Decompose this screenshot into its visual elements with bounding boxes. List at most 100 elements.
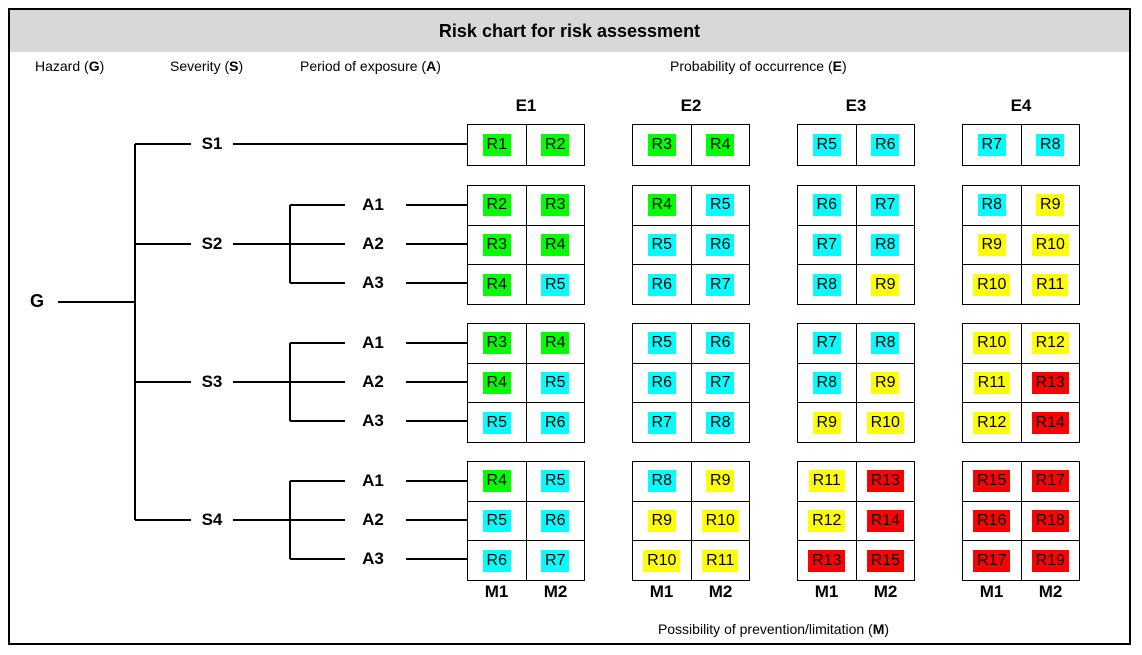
risk-block-row: R7 R8	[798, 324, 914, 363]
risk-cell: R12	[798, 502, 856, 541]
risk-cell: R2	[525, 125, 585, 165]
exposure-to-block-line	[406, 281, 467, 284]
severity-label: S3	[201, 371, 223, 391]
risk-block: R4 R5 R5 R6 R6 R7	[467, 461, 585, 581]
risk-value-chip: R8	[871, 234, 900, 256]
severity-branch-line	[135, 242, 191, 245]
risk-cell: R8	[855, 324, 915, 363]
m-label: M2	[708, 582, 733, 601]
header-severity-close: )	[238, 58, 244, 74]
risk-block-row: R9 R10	[633, 500, 750, 541]
risk-cell: R9	[690, 462, 750, 501]
risk-value-chip: R9	[871, 372, 900, 394]
risk-block: R5 R6	[797, 124, 915, 166]
exposure-label: A1	[362, 470, 384, 490]
risk-cell: R6	[633, 265, 691, 304]
risk-value-chip: R10	[973, 273, 1011, 296]
risk-block: R11 R13 R12 R14 R13 R15	[797, 461, 915, 581]
risk-cell: R8	[798, 364, 856, 403]
risk-value-chip: R12	[808, 510, 846, 532]
risk-block: R8 R9 R9 R10 R10 R11	[632, 461, 750, 581]
risk-block-row: R8 R9	[798, 362, 914, 403]
risk-cell: R9	[798, 403, 856, 442]
column-header-severity: Severity (S)	[170, 58, 243, 74]
risk-block-row: R17 R19	[963, 540, 1079, 581]
risk-cell: R9	[855, 265, 915, 305]
risk-value-chip: R7	[812, 332, 841, 355]
risk-block-row: R16 R18	[963, 500, 1080, 541]
risk-cell: R6	[855, 125, 915, 165]
risk-value-chip: R6	[812, 194, 841, 217]
risk-cell: R10	[855, 403, 915, 443]
risk-block-row: R10 R11	[633, 540, 749, 581]
header-hazard-text: Hazard (	[35, 58, 89, 74]
risk-cell: R18	[1020, 501, 1080, 541]
risk-value-chip: R17	[973, 549, 1011, 572]
risk-value-chip: R6	[706, 234, 735, 256]
risk-value-chip: R9	[977, 234, 1006, 256]
risk-block: R3 R4	[632, 124, 750, 166]
severity-to-subtrunk-line	[233, 380, 291, 383]
risk-cell: R5	[633, 324, 691, 363]
risk-cell: R3	[525, 186, 585, 225]
risk-value-chip: R8	[647, 470, 676, 493]
risk-cell: R11	[798, 462, 856, 501]
m-column-labels: M1 M2	[467, 582, 585, 602]
severity-label: S1	[201, 133, 223, 153]
risk-value-chip: R6	[647, 273, 676, 296]
risk-value-chip: R7	[871, 194, 900, 217]
risk-cell: R17	[1020, 462, 1080, 501]
risk-cell: R5	[690, 186, 750, 225]
risk-block-row: R4 R5	[468, 264, 584, 305]
risk-cell: R8	[690, 403, 750, 443]
exposure-label: A3	[362, 410, 384, 430]
header-probability-close: )	[841, 58, 847, 74]
risk-value-chip: R12	[1031, 332, 1069, 355]
risk-value-chip: R7	[706, 273, 735, 296]
risk-cell: R15	[963, 462, 1021, 501]
risk-block: R8 R9 R9 R10 R10 R11	[962, 185, 1080, 305]
risk-cell: R7	[798, 226, 856, 265]
severity-to-subtrunk-line	[233, 242, 291, 245]
risk-value-chip: R5	[541, 273, 570, 296]
risk-value-chip: R4	[541, 234, 570, 256]
risk-value-chip: R5	[541, 372, 570, 394]
exposure-to-block-line	[406, 419, 467, 422]
risk-value-chip: R9	[1036, 194, 1065, 217]
risk-cell: R12	[963, 403, 1021, 442]
exposure-to-block-line	[406, 380, 467, 383]
risk-cell: R15	[855, 541, 915, 581]
e-column-header: E4	[1010, 96, 1032, 115]
risk-cell: R5	[525, 462, 585, 501]
m-label: M1	[484, 582, 509, 601]
risk-block-row: R9 R10	[963, 224, 1079, 265]
e-column-header: E2	[680, 96, 702, 115]
risk-value-chip: R17	[1031, 470, 1069, 493]
risk-value-chip: R8	[706, 411, 735, 434]
risk-block: R15 R17 R16 R18 R17 R19	[962, 461, 1080, 581]
risk-block-row: R4 R5	[633, 186, 749, 225]
risk-value-chip: R10	[1031, 234, 1069, 256]
header-exposure-close: )	[436, 58, 441, 74]
exposure-label: A2	[362, 371, 384, 391]
risk-value-chip: R5	[706, 194, 735, 217]
risk-block-row: R6 R7	[633, 362, 749, 403]
risk-block-row: R5 R6	[468, 402, 584, 443]
risk-block-row: R10 R11	[963, 264, 1079, 305]
risk-block-row: R7 R8	[798, 224, 914, 265]
risk-value-chip: R10	[866, 411, 904, 434]
severity-branch-line	[135, 380, 191, 383]
m-column-labels: M1 M2	[797, 582, 915, 602]
risk-value-chip: R18	[1031, 510, 1069, 532]
risk-value-chip: R16	[973, 510, 1011, 532]
risk-value-chip: R2	[482, 194, 511, 217]
risk-block: R6 R7 R7 R8 R8 R9	[797, 185, 915, 305]
risk-value-chip: R15	[973, 470, 1011, 493]
m-column-labels: M1 M2	[962, 582, 1080, 602]
trunk-line	[134, 143, 136, 520]
risk-block-row: R13 R15	[798, 540, 915, 581]
risk-cell: R9	[633, 502, 691, 541]
risk-cell: R7	[525, 541, 585, 581]
risk-cell: R5	[633, 226, 691, 265]
risk-cell: R10	[690, 501, 750, 541]
